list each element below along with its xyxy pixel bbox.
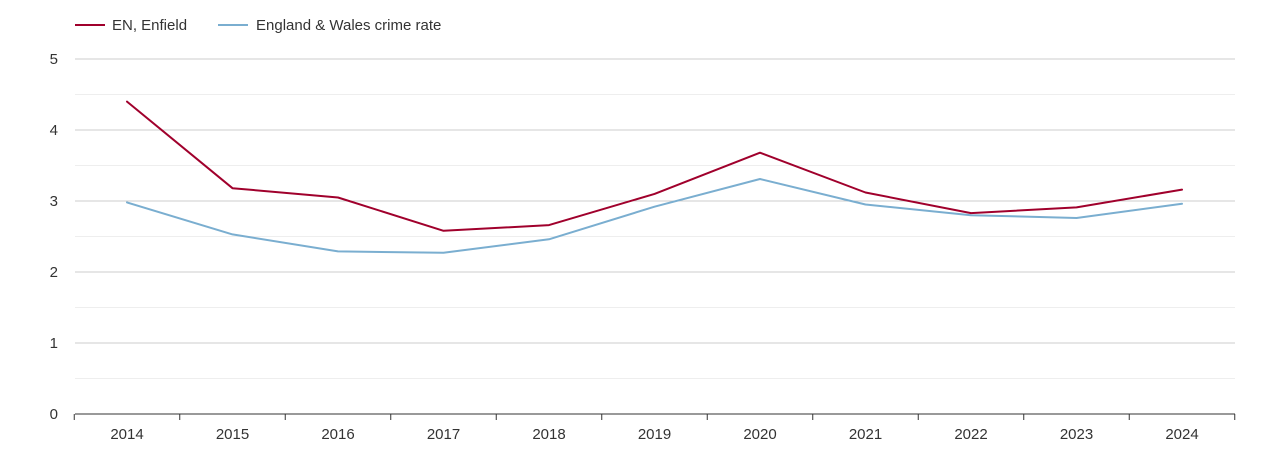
data-point[interactable] <box>545 221 553 229</box>
data-point[interactable] <box>862 201 870 209</box>
data-point[interactable] <box>1073 214 1081 222</box>
x-tick-label: 2023 <box>1060 426 1093 443</box>
data-point[interactable] <box>440 249 448 257</box>
data-point[interactable] <box>651 203 659 211</box>
y-tick-label: 5 <box>50 51 58 68</box>
legend-label-enfield: EN, Enfield <box>112 17 187 34</box>
data-point[interactable] <box>756 149 764 157</box>
data-point[interactable] <box>123 98 131 106</box>
data-point[interactable] <box>334 247 342 255</box>
x-tick-label: 2021 <box>849 426 882 443</box>
x-tick-label: 2020 <box>743 426 776 443</box>
legend-item-england-wales[interactable]: England & Wales crime rate <box>218 17 441 34</box>
data-point[interactable] <box>967 209 975 217</box>
y-tick-label: 3 <box>50 193 58 210</box>
y-tick-label: 4 <box>50 122 58 139</box>
y-axis: 0 1 2 3 4 5 <box>50 51 58 423</box>
y-tick-label: 1 <box>50 335 58 352</box>
y-tick-label: 2 <box>50 264 58 281</box>
legend: EN, Enfield England & Wales crime rate <box>75 17 441 34</box>
legend-label-england-wales: England & Wales crime rate <box>256 17 441 34</box>
data-point[interactable] <box>651 190 659 198</box>
data-point[interactable] <box>123 198 131 206</box>
data-point[interactable] <box>440 227 448 235</box>
data-point[interactable] <box>862 188 870 196</box>
x-axis: 2014 2015 2016 2017 2018 2019 2020 2021 2022 2023… <box>73 413 1236 443</box>
data-point[interactable] <box>1073 203 1081 211</box>
x-tick-label: 2014 <box>110 426 143 443</box>
x-tick-label: 2019 <box>638 426 671 443</box>
data-point[interactable] <box>229 230 237 238</box>
x-tick-label: 2016 <box>321 426 354 443</box>
data-point[interactable] <box>545 235 553 243</box>
data-point[interactable] <box>1178 186 1186 194</box>
x-tick-label: 2017 <box>427 426 460 443</box>
y-tick-label: 0 <box>50 406 58 423</box>
data-point[interactable] <box>334 193 342 201</box>
legend-item-enfield[interactable]: EN, Enfield <box>75 17 187 34</box>
x-tick-label: 2024 <box>1165 426 1198 443</box>
x-tick-label: 2018 <box>532 426 565 443</box>
data-point[interactable] <box>756 175 764 183</box>
series-line-enfield <box>126 100 1183 232</box>
series-lines <box>123 98 1186 257</box>
x-tick-label: 2015 <box>216 426 249 443</box>
data-point[interactable] <box>1178 200 1186 208</box>
data-point[interactable] <box>229 184 237 192</box>
gridlines <box>75 58 1235 379</box>
x-tick-label: 2022 <box>954 426 987 443</box>
series-line-england-wales <box>126 178 1183 254</box>
